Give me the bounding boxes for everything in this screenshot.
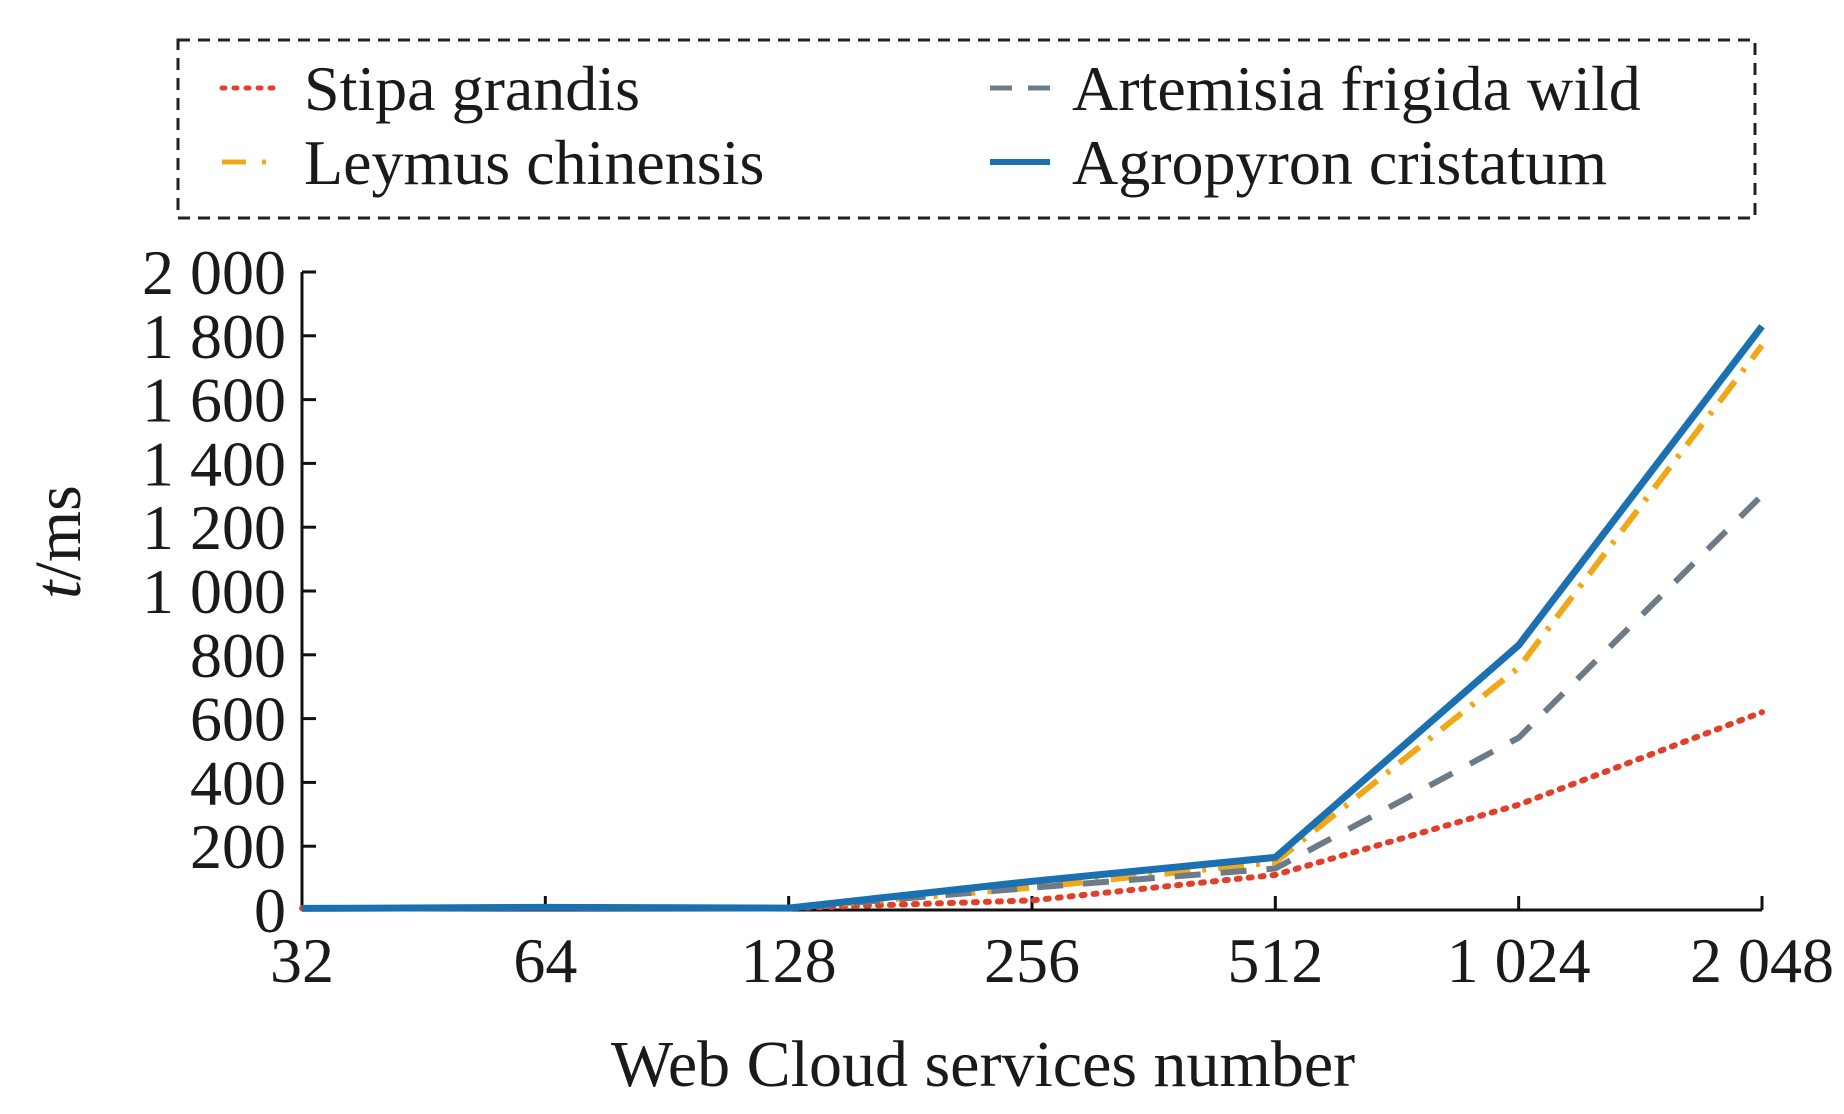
x-tick-label: 512 [1227,925,1323,996]
y-tick-label: 800 [190,620,286,691]
x-axis-label: Web Cloud services number [611,1028,1355,1101]
y-tick-label: 1 600 [142,365,286,436]
series-layer [299,324,1765,912]
y-tick-label: 1 400 [142,428,286,499]
legend-label: Leymus chinensis [304,127,764,198]
series-line [301,343,1765,912]
y-axis-label: t/ms [22,485,95,599]
x-tick-label: 1 024 [1447,925,1591,996]
y-tick-label: 1 800 [142,301,286,372]
x-tick-label: 256 [984,925,1080,996]
legend-label: Stipa grandis [304,53,640,124]
x-tick-label: 64 [513,925,577,996]
y-axis-label-italic: t [22,579,95,599]
legend-box [176,38,1757,220]
y-tick-label: 1 000 [142,556,286,627]
legend-label: Agropyron cristatum [1072,127,1607,198]
series-line [301,493,1765,912]
series-line [301,324,1765,912]
y-tick-label: 200 [190,811,286,882]
y-tick-label: 600 [190,684,286,755]
axes [300,270,1764,912]
x-tick-label: 2 048 [1690,925,1834,996]
y-tick-label: 0 [254,875,286,946]
x-tick-label: 32 [270,925,334,996]
x-tick-label: 128 [741,925,837,996]
y-axis-label-unit: /ms [22,485,95,580]
y-tick-label: 400 [190,747,286,818]
legend-label: Artemisia frigida wild [1072,53,1641,124]
y-tick-label: 1 200 [142,492,286,563]
y-tick-label: 2 000 [142,237,286,308]
